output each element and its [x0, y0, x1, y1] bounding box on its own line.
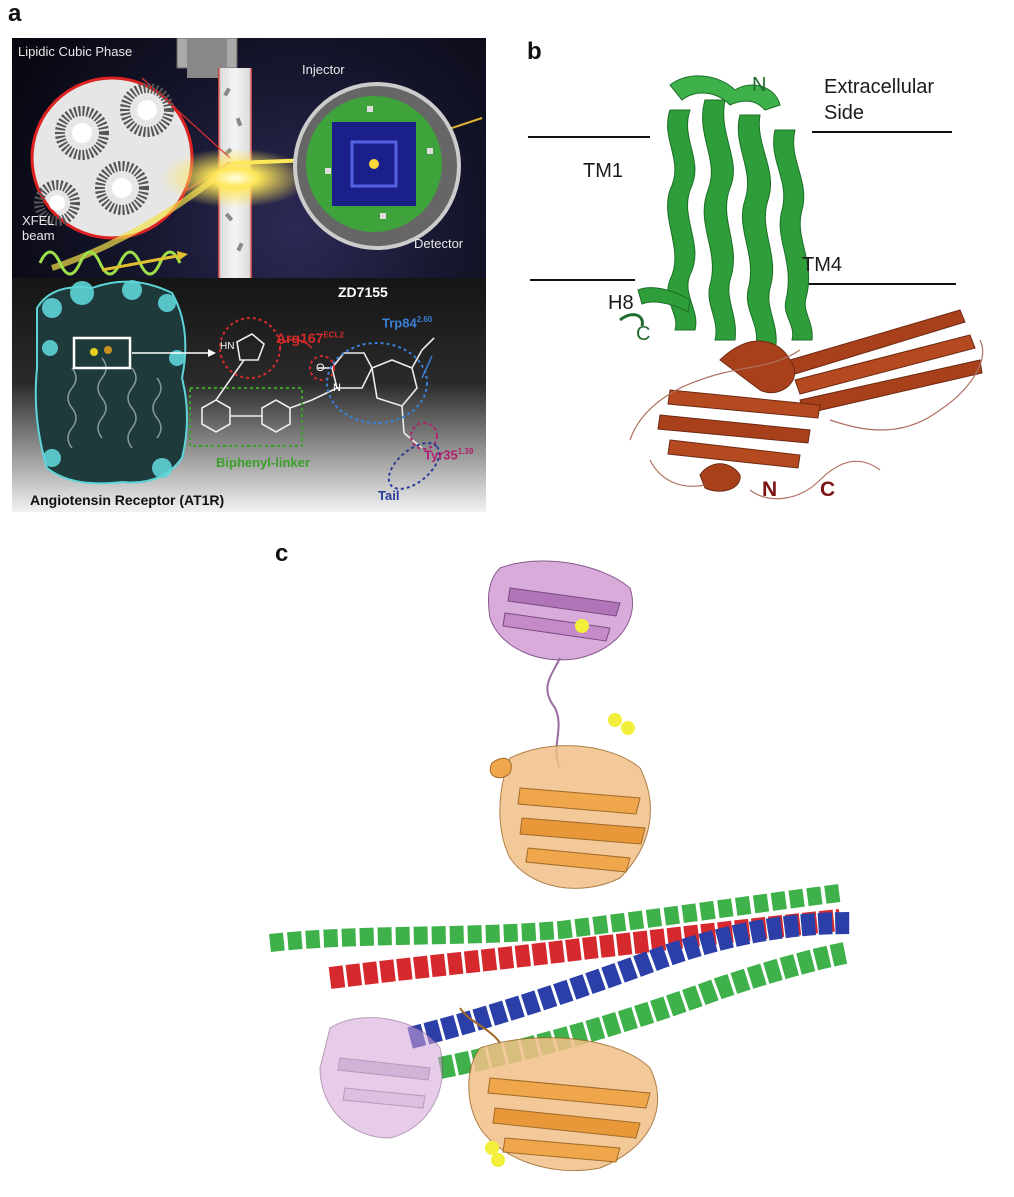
atom-o: O	[316, 362, 325, 374]
at1r-surface	[34, 280, 188, 485]
fusion-n-terminus-label: N	[762, 478, 778, 501]
extracellular-line2: Side	[824, 102, 865, 124]
tyr35-sup: 1.39	[457, 447, 474, 456]
fusion-c-terminus-label: C	[820, 478, 836, 501]
purple-domain-lower	[319, 1017, 444, 1139]
xfel-label: XFEL beam	[22, 213, 55, 243]
gpcr-helices	[637, 75, 813, 346]
receptor-caption: Angiotensin Receptor (AT1R)	[30, 492, 225, 508]
trp84-label: Trp842.60	[382, 315, 432, 330]
injector-label: Injector	[302, 62, 345, 77]
tyr35-label: Tyr351.39	[424, 447, 473, 462]
xfel-wave	[38, 250, 182, 276]
tyr35-highlight	[410, 422, 438, 450]
arg167-sup: ECL2	[323, 330, 344, 340]
biphenyl-linker-label: Biphenyl-linker	[216, 455, 310, 470]
arg167-text: Arg167	[276, 330, 324, 346]
panel-a-letter: a	[8, 0, 22, 27]
tail-label: Tail	[378, 488, 400, 503]
biphenyl-highlight	[189, 387, 303, 447]
tm4-label: TM4	[802, 254, 842, 276]
trp84-sup: 2.60	[416, 315, 433, 324]
panel-c-letter: c	[275, 540, 289, 567]
purple-domain-top	[487, 560, 634, 661]
fusion-protein	[657, 309, 983, 492]
panel-c-structure	[269, 560, 851, 1172]
arg167-label: Arg167ECL2	[276, 330, 344, 346]
orange-domain-upper	[489, 745, 651, 889]
panel-b-structure	[528, 75, 984, 500]
tail-highlight	[387, 442, 441, 490]
extracellular-line1: Extracellular	[824, 76, 935, 98]
extracellular-side-label: Extracellular Side	[824, 74, 934, 126]
detector-label: Detector	[414, 236, 464, 251]
h8-label: H8	[608, 292, 634, 314]
helix-blue	[407, 912, 851, 1049]
tm1-label: TM1	[583, 160, 623, 182]
panel-a-figure	[12, 38, 486, 512]
orange-domain-lower	[468, 1037, 659, 1172]
panel-b-letter: b	[527, 38, 542, 65]
xfel-label-line1: XFEL	[22, 213, 55, 228]
xfel-label-line2: beam	[22, 228, 55, 243]
gpcr-n-terminus-label: N	[752, 74, 767, 96]
trp84-highlight	[326, 342, 428, 424]
helix-green-top	[269, 884, 842, 952]
compound-name: ZD7155	[338, 284, 388, 300]
atom-hn: HN	[220, 341, 235, 352]
lipidic-cubic-phase-label: Lipidic Cubic Phase	[18, 44, 133, 59]
atom-n-ring: N	[333, 382, 341, 394]
gpcr-c-terminus-label: C	[636, 323, 651, 345]
tyr35-text: Tyr35	[424, 447, 458, 463]
tetrazole-highlight	[219, 317, 281, 379]
trp84-text: Trp84	[382, 315, 417, 331]
